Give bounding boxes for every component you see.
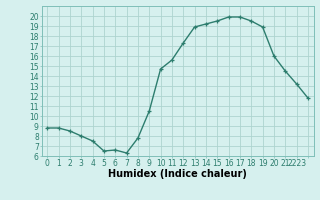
X-axis label: Humidex (Indice chaleur): Humidex (Indice chaleur) — [108, 169, 247, 179]
